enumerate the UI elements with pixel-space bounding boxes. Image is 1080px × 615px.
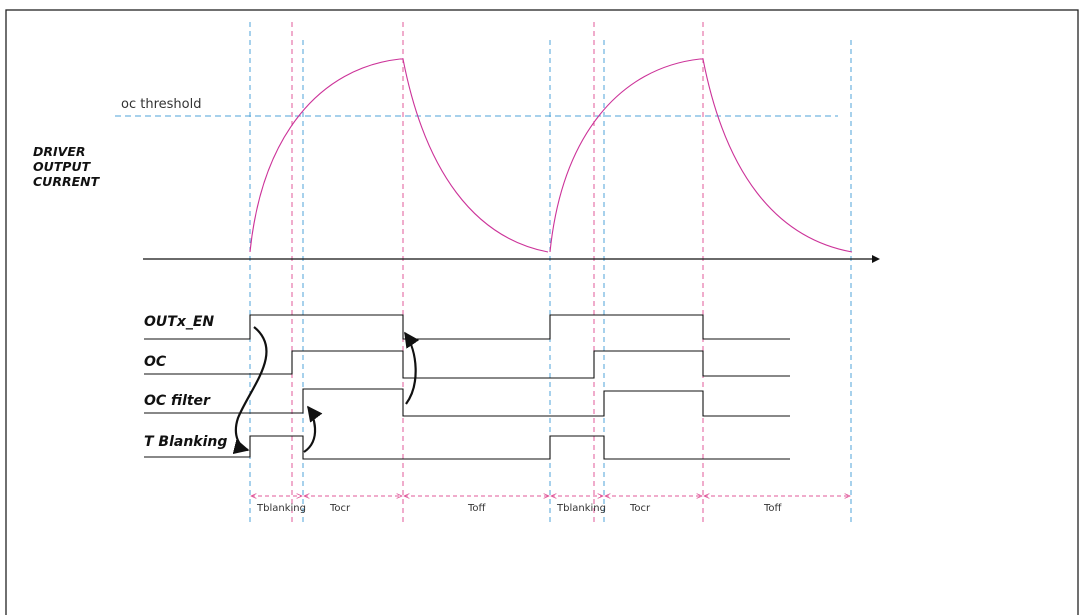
interval-label-tocr-1: Tocr — [329, 503, 351, 514]
cause-arrow-filter-to-en — [404, 331, 420, 405]
waveform-oc — [144, 350, 790, 379]
axis-label-line-2: OUTPUT — [33, 159, 92, 174]
current-rise-2 — [549, 58, 701, 253]
waveform-t-blanking — [144, 435, 790, 460]
axis-label-line-1: DRIVER — [33, 144, 86, 159]
current-rise-1 — [249, 58, 401, 253]
signal-label-t-blanking: T Blanking — [144, 434, 227, 450]
interval-label-toff-1: Toff — [467, 503, 487, 514]
interval-label-toff-2: Toff — [763, 503, 783, 514]
axis-label-line-3: CURRENT — [33, 174, 101, 189]
signal-label-oc: OC — [144, 354, 167, 370]
waveform-outx-en — [144, 314, 790, 340]
current-decay-1 — [402, 58, 549, 253]
interval-label-tblanking-1: Tblanking — [256, 503, 306, 514]
current-decay-2 — [702, 58, 853, 253]
signal-label-oc-filter: OC filter — [144, 393, 211, 409]
threshold-label: oc threshold — [121, 97, 201, 112]
interval-label-tblanking-2: Tblanking — [556, 503, 606, 514]
interval-label-tocr-2: Tocr — [629, 503, 651, 514]
diagram-border — [5, 9, 1079, 615]
cause-arrow-blanking-to-filter — [303, 405, 323, 453]
time-axis-arrowhead — [872, 255, 880, 263]
cause-arrow-en-to-blanking — [232, 326, 268, 455]
current-curve — [249, 58, 853, 253]
waveform-oc-filter — [144, 388, 790, 417]
signal-label-outx-en: OUTx_EN — [144, 314, 214, 330]
